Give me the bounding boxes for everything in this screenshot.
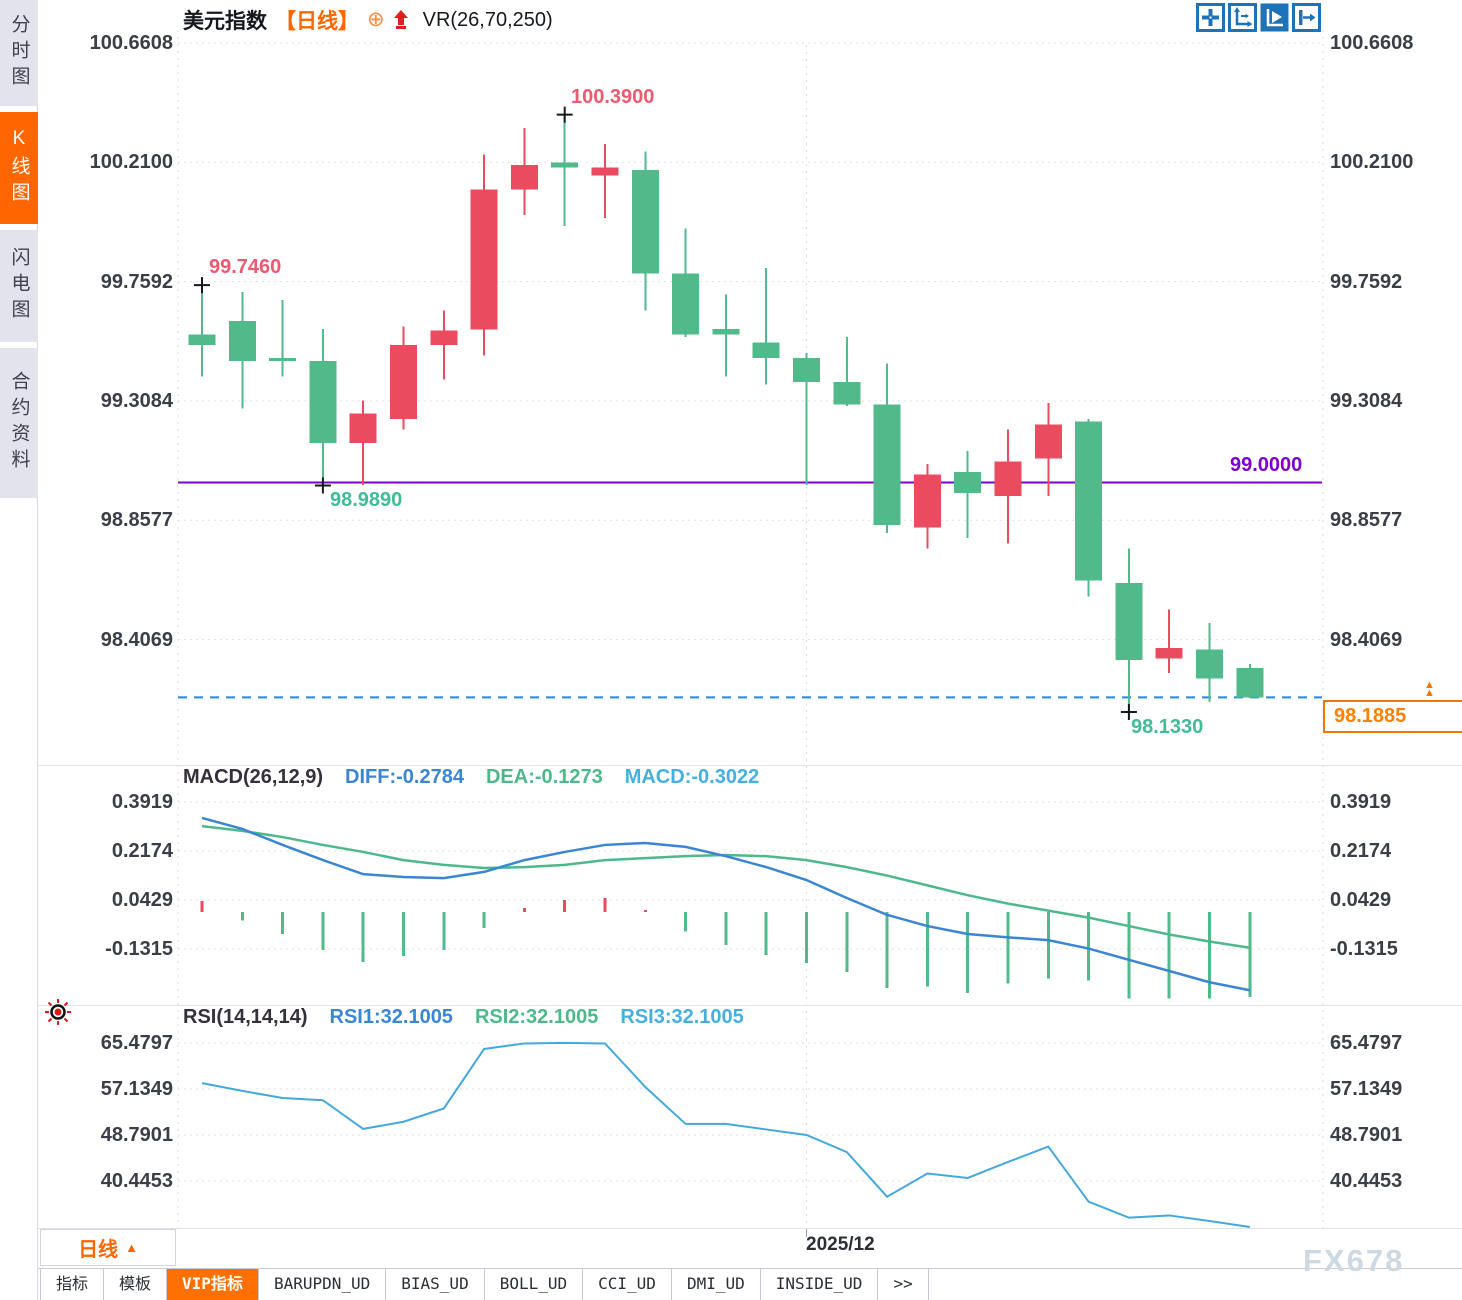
add-overlay-icon[interactable]: ⊕ [367, 8, 385, 31]
macd-diff-value: DIFF:-0.2784 [345, 766, 464, 788]
macd-rsi-divider [38, 1005, 1462, 1006]
macd-diff-line [201, 816, 1251, 992]
symbol-name: 美元指数 [183, 10, 267, 33]
rsi3-value: RSI3:32.1005 [620, 1006, 744, 1028]
x-axis-date-label: 2025/12 [806, 1234, 875, 1255]
rsi-line [201, 1041, 1250, 1229]
tab-templates[interactable]: 模板 [104, 1269, 168, 1300]
sidebar-tab-contract-info[interactable]: 合约资料 [0, 348, 38, 498]
tab-bias-ud[interactable]: BIAS_UD [386, 1269, 485, 1300]
rsi-header: RSI(14,14,14) RSI1:32.1005 RSI2:32.1005 … [183, 1006, 744, 1029]
tab-indicators[interactable]: 指标 [40, 1269, 105, 1300]
macd-header: MACD(26,12,9) DIFF:-0.2784 DEA:-0.1273 M… [183, 766, 759, 789]
macd-histogram-layer [200, 898, 1252, 999]
rsi-title: RSI(14,14,14) [183, 1006, 308, 1028]
sidebar-tab-lightning-chart[interactable]: 闪电图 [0, 230, 38, 342]
rsi-axis-divider [38, 1228, 1462, 1229]
tab-inside-ud[interactable]: INSIDE_UD [761, 1269, 879, 1300]
sidebar-tab-candlestick-chart[interactable]: K线图 [0, 112, 38, 224]
red-up-arrow-icon [393, 10, 408, 29]
axis-scale-icon[interactable] [1228, 3, 1257, 32]
last-price-up-marker-icon: ▲ ▲ [1424, 679, 1435, 699]
chart-titlebar: 美元指数 【日线】 ⊕ VR(26,70,250) [183, 6, 553, 34]
rsi1-value: RSI1:32.1005 [329, 1006, 453, 1028]
macd-title: MACD(26,12,9) [183, 766, 324, 788]
sidebar-tab-timeshare-chart[interactable]: 分时图 [0, 0, 38, 106]
crosshair-icon[interactable] [1196, 3, 1225, 32]
tab-more[interactable]: >> [878, 1269, 929, 1300]
tab-dmi-ud[interactable]: DMI_UD [672, 1269, 761, 1300]
tab-boll-ud[interactable]: BOLL_UD [485, 1269, 584, 1300]
overlay-indicator-label[interactable]: VR(26,70,250) [422, 8, 553, 31]
candles-layer [188, 114, 1264, 713]
macd-macd-value: MACD:-0.3022 [624, 766, 760, 788]
timeframe-label: 日线 [78, 1239, 119, 1261]
price-macd-divider [38, 765, 1462, 766]
hot-indicator-icon[interactable] [44, 998, 72, 1026]
sidebar: 分时图 K线图 闪电图 合约资料 [0, 0, 38, 1300]
jump-latest-icon[interactable] [1292, 3, 1321, 32]
rsi2-value: RSI2:32.1005 [474, 1006, 599, 1028]
tab-barupdn-ud[interactable]: BARUPDN_UD [259, 1269, 387, 1300]
horizontal-line-price-label: 99.0000 [1230, 454, 1303, 476]
auto-scroll-icon[interactable] [1260, 3, 1289, 32]
timeframe-button[interactable]: 日线 ▲ [40, 1229, 176, 1266]
tab-vip-indicators[interactable]: VIP指标 [167, 1269, 259, 1300]
macd-dea-value: DEA:-0.1273 [485, 766, 603, 788]
period-tag: 【日线】 [275, 10, 359, 33]
chart-toolbar [1196, 3, 1321, 32]
triangle-up-icon: ▲ [125, 1240, 138, 1255]
tab-cci-ud[interactable]: CCI_UD [583, 1269, 672, 1300]
indicator-tabbar: 指标 模板 VIP指标 BARUPDN_UD BIAS_UD BOLL_UD C… [38, 1268, 1462, 1300]
last-price-box: 98.1885 [1323, 700, 1462, 733]
